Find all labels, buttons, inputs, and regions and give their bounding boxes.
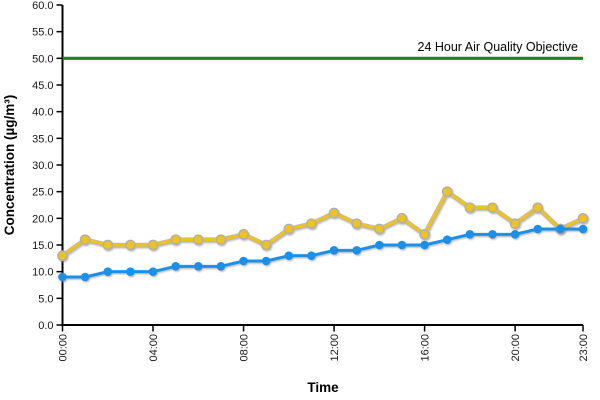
blue-series-point <box>397 240 407 250</box>
yellow-series-point <box>373 223 385 235</box>
blue-series-point <box>80 272 90 282</box>
blue-series-point <box>442 235 452 244</box>
y-tick-label: 25.0 <box>32 187 53 199</box>
yellow-series-point <box>125 239 136 251</box>
y-axis-title: Concentration (µg/m³) <box>2 95 17 236</box>
yellow-series-point <box>532 202 544 214</box>
yellow-series-point <box>487 202 498 214</box>
y-tick-label: 30.0 <box>32 160 53 172</box>
y-axis: 0.0 5.0 10.0 15.0 20.0 25.0 30.0 35.0 40.0 45.0 50… <box>32 0 64 332</box>
blue-series-point <box>420 240 429 250</box>
blue-series-point <box>465 230 475 239</box>
x-axis-title: Time <box>307 380 339 395</box>
x-axis: 00:00 04:00 08:00 12:00 16:00 20:00 23:00 <box>58 324 590 362</box>
yellow-series-point <box>283 223 295 235</box>
blue-series-point <box>103 267 113 276</box>
y-tick-label: 5.0 <box>38 293 53 305</box>
yellow-series-point <box>192 234 204 246</box>
blue-series-point <box>375 240 384 250</box>
yellow-series-point <box>260 239 272 251</box>
blue-series-point <box>239 256 248 266</box>
objective-line-label: 24 Hour Air Quality Objective <box>418 40 579 54</box>
x-tick-label: 16:00 <box>420 334 432 362</box>
x-tick-label: 08:00 <box>239 334 251 362</box>
yellow-series-point <box>328 207 340 219</box>
y-tick-label: 10.0 <box>32 267 53 279</box>
y-tick-label: 60.0 <box>32 0 53 12</box>
blue-series-point <box>148 267 158 276</box>
blue-series-point <box>578 224 588 234</box>
yellow-series-point <box>441 186 453 198</box>
blue-series-point <box>193 262 203 271</box>
x-tick-label: 00:00 <box>58 334 70 362</box>
y-tick-label: 35.0 <box>32 133 53 145</box>
y-tick-label: 50.0 <box>32 53 53 65</box>
plot-area: 0.0 5.0 10.0 15.0 20.0 25.0 30.0 35.0 40.0 45.0 50… <box>32 0 590 362</box>
x-tick-label: 20:00 <box>510 334 522 362</box>
x-tick-label: 04:00 <box>148 334 160 362</box>
blue-series-point <box>352 246 361 255</box>
y-tick-label: 45.0 <box>32 80 53 92</box>
blue-series-point <box>261 256 271 266</box>
yellow-series-point <box>464 202 476 214</box>
x-tick-label: 12:00 <box>329 334 341 362</box>
yellow-series-point <box>102 239 114 251</box>
blue-series-point <box>510 230 520 239</box>
blue-series-point <box>533 224 543 234</box>
y-tick-label: 40.0 <box>32 107 53 119</box>
yellow-series-point <box>419 228 430 240</box>
yellow-series <box>57 186 589 262</box>
yellow-series-point <box>79 234 91 246</box>
yellow-series-point <box>147 239 159 251</box>
y-tick-label: 20.0 <box>32 213 53 225</box>
blue-series <box>58 224 588 282</box>
yellow-series-point <box>351 218 363 230</box>
blue-series-point <box>488 230 497 239</box>
yellow-series-point <box>215 234 227 246</box>
y-tick-label: 15.0 <box>32 240 53 252</box>
blue-series-point <box>126 267 135 276</box>
yellow-series-point <box>170 234 182 246</box>
blue-series-point <box>284 251 294 260</box>
yellow-series-point <box>238 228 249 240</box>
y-tick-label: 0.0 <box>38 320 53 332</box>
blue-series-point <box>329 246 339 255</box>
blue-series-point <box>307 251 316 260</box>
blue-series-point <box>58 272 67 282</box>
yellow-series-point <box>396 212 408 224</box>
yellow-series-point <box>509 218 521 230</box>
blue-series-point <box>216 262 226 271</box>
x-tick-label: 23:00 <box>578 334 590 362</box>
blue-series-point <box>556 224 565 234</box>
yellow-series-point <box>57 250 68 262</box>
y-tick-label: 55.0 <box>32 27 53 39</box>
yellow-series-point <box>577 212 589 224</box>
blue-series-point <box>171 262 180 271</box>
yellow-series-point <box>306 218 317 230</box>
